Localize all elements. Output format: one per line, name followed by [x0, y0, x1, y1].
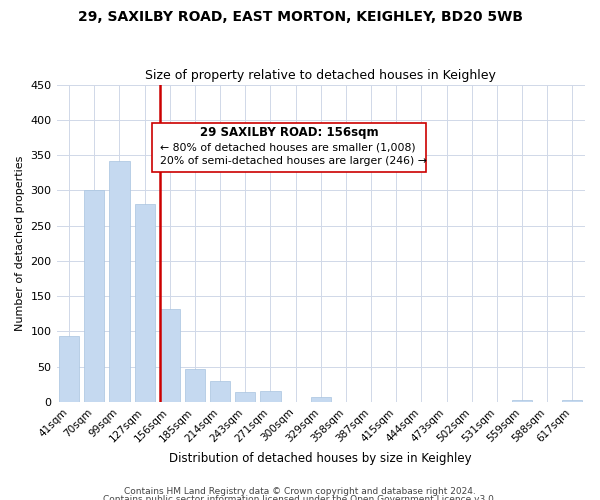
Text: Contains public sector information licensed under the Open Government Licence v3: Contains public sector information licen… [103, 495, 497, 500]
Bar [260, 392, 281, 402]
X-axis label: Distribution of detached houses by size in Keighley: Distribution of detached houses by size … [169, 452, 472, 465]
Bar [160, 309, 180, 402]
FancyBboxPatch shape [152, 122, 427, 172]
Bar [562, 400, 583, 402]
Text: 20% of semi-detached houses are larger (246) →: 20% of semi-detached houses are larger (… [160, 156, 427, 166]
Bar [210, 381, 230, 402]
Title: Size of property relative to detached houses in Keighley: Size of property relative to detached ho… [145, 69, 496, 82]
Text: 29 SAXILBY ROAD: 156sqm: 29 SAXILBY ROAD: 156sqm [200, 126, 379, 139]
Bar [512, 400, 532, 402]
Y-axis label: Number of detached properties: Number of detached properties [15, 156, 25, 331]
Bar [311, 397, 331, 402]
Bar [84, 190, 104, 402]
Text: Contains HM Land Registry data © Crown copyright and database right 2024.: Contains HM Land Registry data © Crown c… [124, 487, 476, 496]
Bar [134, 204, 155, 402]
Bar [59, 336, 79, 402]
Bar [185, 369, 205, 402]
Text: 29, SAXILBY ROAD, EAST MORTON, KEIGHLEY, BD20 5WB: 29, SAXILBY ROAD, EAST MORTON, KEIGHLEY,… [77, 10, 523, 24]
Text: ← 80% of detached houses are smaller (1,008): ← 80% of detached houses are smaller (1,… [160, 142, 415, 152]
Bar [109, 162, 130, 402]
Bar [235, 392, 256, 402]
